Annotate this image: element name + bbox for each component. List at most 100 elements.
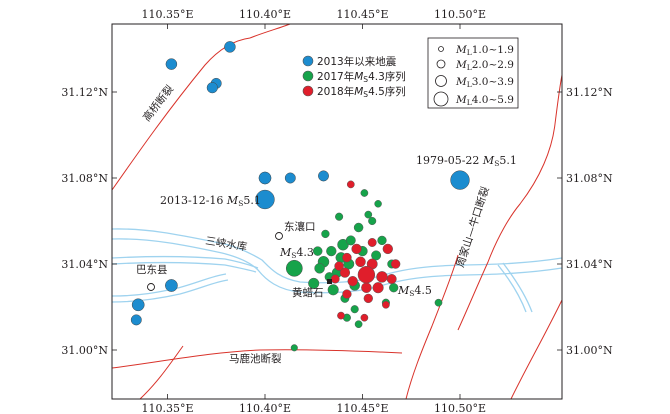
axis-ticks: 110.35°E 110.35°E 110.40°E 110.40°E 110.45°E… <box>61 8 613 414</box>
legend-label-since2013: 2013年以来地震 <box>317 55 397 68</box>
epicenter-2018-sequence <box>337 311 345 320</box>
reservoir-bank-line <box>111 255 259 269</box>
magnitude-label-4: ML4.0~5.9 <box>455 94 514 107</box>
epicenter-layer <box>130 41 470 352</box>
epicenter-2018-sequence <box>334 261 344 271</box>
legend-label-2018: 2018年MS4.5序列 <box>317 85 406 99</box>
huangla-marker <box>327 279 332 284</box>
zhoujiashan-fault-south <box>405 254 459 400</box>
legend-series: 2013年以来地震 2017年MS4.3序列 2018年MS4.5序列 <box>302 55 406 99</box>
y-tick-label-right: 31.12°N <box>566 86 613 99</box>
y-tick-label-left: 31.00°N <box>61 344 108 357</box>
epicenter-since2013 <box>131 298 145 312</box>
epicenter-2018-sequence <box>360 313 369 322</box>
epicenter-2017-sequence <box>374 200 382 208</box>
magnitude-label-1: ML1.0~1.9 <box>455 44 514 57</box>
epicenter-2018-sequence <box>382 243 393 255</box>
epicenter-2017-sequence <box>312 246 323 256</box>
y-tick-label-right: 31.04°N <box>566 258 613 271</box>
magnitude-label-2: ML2.0~2.9 <box>455 59 514 72</box>
epicenter-since2013 <box>258 171 272 185</box>
epicenter-2018-sequence <box>363 293 373 304</box>
southeast-fault-line <box>510 299 563 400</box>
epicenter-2017-sequence <box>371 250 382 261</box>
epicenter-since2013 <box>130 314 142 326</box>
y-tick-label-left: 31.08°N <box>61 172 108 185</box>
epicenter-2018-sequence <box>376 271 388 283</box>
epicenter-2017-sequence <box>354 320 363 329</box>
magnitude-symbol-2 <box>436 59 446 69</box>
epicenter-2017-sequence <box>360 189 369 197</box>
epicenter-2017-sequence <box>368 216 377 226</box>
epicenter-2018-sequence <box>390 259 401 269</box>
epicenter-2017-sequence <box>290 344 298 352</box>
epicenter-2017-sequence <box>314 263 325 274</box>
y-tick-label-left: 31.04°N <box>61 258 108 271</box>
gaoqiao-fault-extension <box>249 23 291 39</box>
x-tick-label-bottom: 110.35°E <box>141 402 193 414</box>
x-tick-label-bottom: 110.50°E <box>434 402 486 414</box>
malu-fault-line <box>111 349 403 369</box>
epicenter-2017-sequence <box>353 222 364 233</box>
epicenter-2017-mainshock <box>285 259 303 277</box>
epicenter-2018-sequence <box>346 180 355 189</box>
legend-symbol-2017 <box>302 70 314 82</box>
reservoir-bank-line <box>502 262 533 313</box>
epicenter-since2013 <box>318 170 329 182</box>
place-label-badong: 巴东县 <box>136 263 168 276</box>
epicenter-2017-sequence <box>434 298 443 307</box>
epicenter-since2013 <box>450 170 470 190</box>
epicenter-since2013 <box>224 41 236 53</box>
epicenter-2017-sequence <box>327 284 339 296</box>
annotation-2013-event: 2013-12-16 MS5.1 <box>160 194 261 208</box>
x-tick-label-top: 110.35°E <box>141 8 193 21</box>
epicenter-2017-sequence <box>321 229 330 239</box>
epicenter-2017-sequence <box>377 235 387 246</box>
epicenter-2017-sequence <box>335 212 344 221</box>
x-tick-label-top: 110.45°E <box>336 8 388 21</box>
zhoujiashan-fault-north <box>457 74 563 331</box>
epicenter-2018-sequence <box>330 274 340 284</box>
annotation-1979-event: 1979-05-22 MS5.1 <box>416 154 517 168</box>
fault-label-gaoqiao: 高桥断裂 <box>140 82 176 123</box>
x-tick-label-bottom: 110.45°E <box>336 402 388 414</box>
map-frame <box>111 23 563 400</box>
legend-magnitude: ML1.0~1.9 ML2.0~2.9 ML3.0~3.9 ML4.0~5.9 <box>427 37 519 109</box>
place-label-dongrangkou: 东瀼口 <box>284 220 316 233</box>
y-tick-label-left: 31.12°N <box>61 86 108 99</box>
place-label-huangla: 黄蜡石 <box>292 286 324 299</box>
place-markers <box>147 232 332 291</box>
epicenter-2017-sequence <box>350 305 359 314</box>
epicenter-2018-sequence <box>382 300 390 309</box>
magnitude-symbol-3 <box>435 75 447 87</box>
x-tick-label-top: 110.50°E <box>434 8 486 21</box>
dongrangkou-marker <box>275 232 283 240</box>
epicenter-2017-sequence <box>364 210 373 219</box>
epicenter-2018-sequence <box>347 276 358 287</box>
fault-label-zhoujiashan: 周家山—牛口断裂 <box>453 185 491 269</box>
epicenter-since2013 <box>206 82 218 94</box>
y-tick-label-right: 31.00°N <box>566 344 613 357</box>
epicenter-2017-sequence <box>308 277 320 289</box>
epicenter-2017-sequence <box>389 283 399 293</box>
legend-symbol-2018 <box>302 85 314 97</box>
annotation-2017-main: MS4.3 <box>279 246 314 260</box>
epicenter-2018-sequence <box>361 282 372 293</box>
y-tick-label-right: 31.08°N <box>566 172 613 185</box>
epicenter-2017-sequence <box>326 245 337 257</box>
epicenter-2018-sequence <box>339 267 351 278</box>
reservoir-bank-line <box>111 261 257 273</box>
epicenter-2018-sequence <box>351 243 362 255</box>
epicenter-2017-sequence <box>345 235 356 246</box>
annotation-2018-main: MS4.5 <box>397 284 432 298</box>
magnitude-symbol-1 <box>438 46 444 52</box>
epicenter-since2013 <box>255 189 275 210</box>
reservoir-bank-line <box>111 273 227 297</box>
epicenter-since2013 <box>165 58 178 70</box>
x-tick-label-top: 110.40°E <box>239 8 291 21</box>
epicenter-2018-sequence <box>355 256 366 268</box>
epicenter-2018-sequence <box>367 238 377 247</box>
epicenter-since2013 <box>165 279 178 292</box>
gaoqiao-fault-line <box>111 37 251 191</box>
